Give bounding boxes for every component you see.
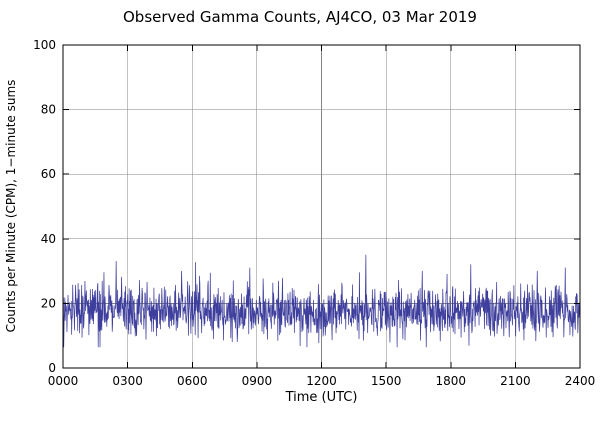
x-tick-label: 0900	[242, 374, 273, 388]
x-tick-label: 2400	[565, 374, 596, 388]
y-tick-label: 60	[41, 167, 56, 181]
y-tick-label: 40	[41, 232, 56, 246]
y-tick-label: 20	[41, 296, 56, 310]
gamma-counts-line	[62, 254, 581, 348]
x-tick-label: 2100	[500, 374, 531, 388]
x-tick-label: 0600	[177, 374, 208, 388]
x-tick-label: 1200	[306, 374, 337, 388]
x-tick-label: 1800	[435, 374, 466, 388]
x-tick-label: 1500	[371, 374, 402, 388]
x-tick-label: 0300	[112, 374, 143, 388]
y-tick-label: 80	[41, 103, 56, 117]
y-tick-label: 0	[48, 361, 56, 375]
y-tick-label: 100	[33, 38, 56, 52]
x-axis-title: Time (UTC)	[285, 390, 358, 405]
chart-title: Observed Gamma Counts, AJ4CO, 03 Mar 201…	[123, 8, 477, 26]
x-tick-label: 0000	[48, 374, 79, 388]
